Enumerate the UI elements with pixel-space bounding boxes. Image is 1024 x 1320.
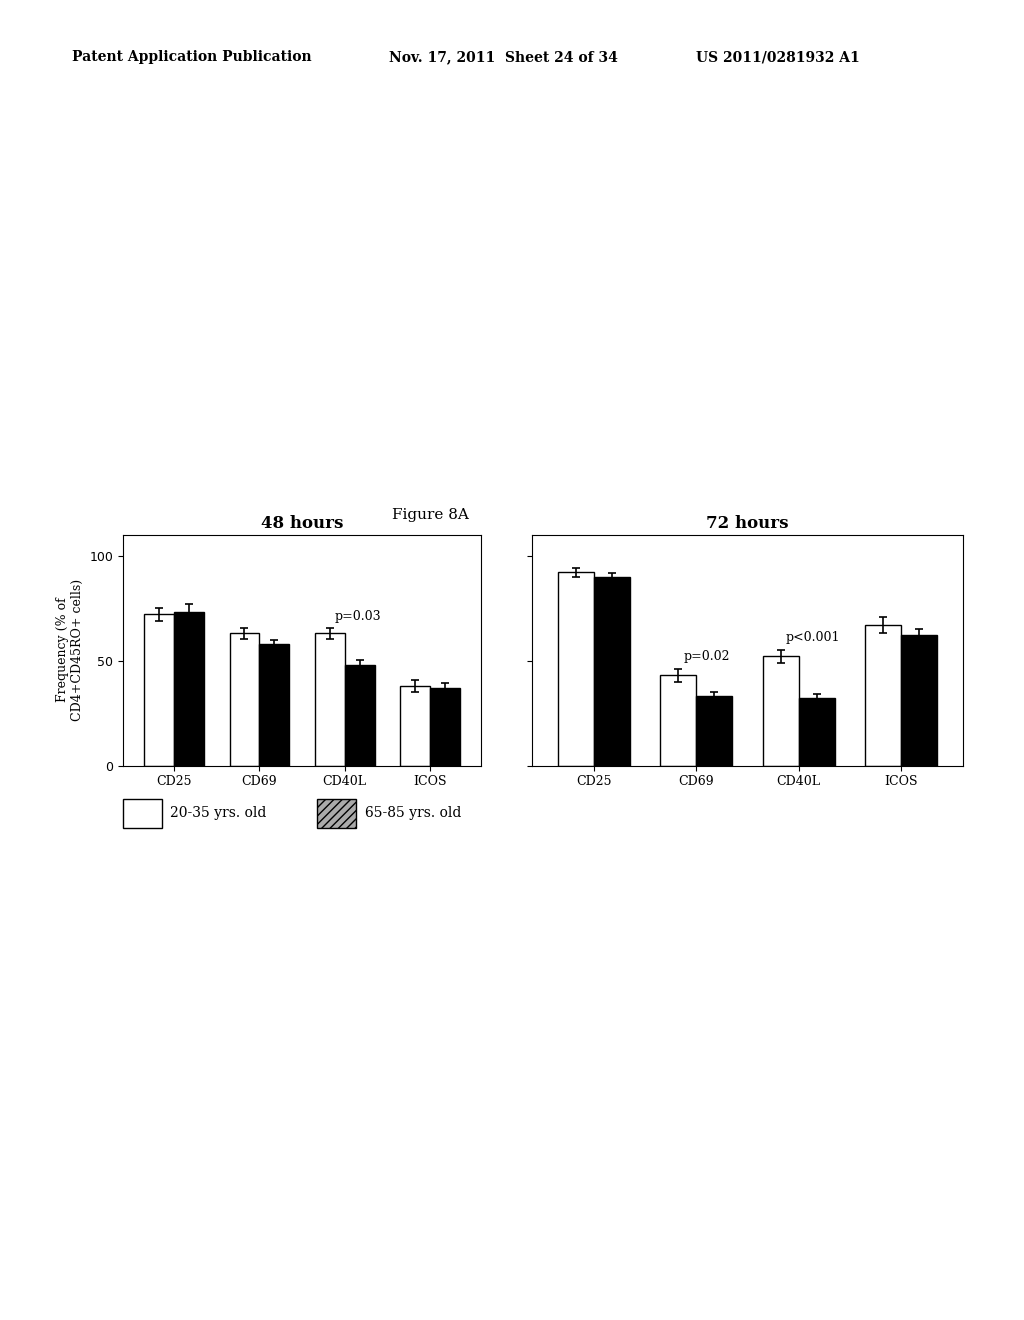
Bar bbox=[174, 612, 204, 766]
Bar bbox=[400, 686, 430, 766]
Bar bbox=[901, 635, 937, 766]
Text: Nov. 17, 2011  Sheet 24 of 34: Nov. 17, 2011 Sheet 24 of 34 bbox=[389, 50, 618, 65]
Bar bbox=[594, 577, 630, 766]
Bar bbox=[315, 634, 345, 766]
Text: p=0.03: p=0.03 bbox=[334, 610, 381, 623]
Text: Patent Application Publication: Patent Application Publication bbox=[72, 50, 311, 65]
Bar bbox=[345, 665, 375, 766]
Y-axis label: Frequency (% of
CD4+CD45RO+ cells): Frequency (% of CD4+CD45RO+ cells) bbox=[55, 579, 84, 721]
Bar bbox=[696, 697, 732, 766]
Title: 48 hours: 48 hours bbox=[261, 515, 343, 532]
Text: 65-85 yrs. old: 65-85 yrs. old bbox=[365, 807, 461, 820]
Bar bbox=[144, 614, 174, 766]
Text: p=0.02: p=0.02 bbox=[684, 649, 730, 663]
Bar bbox=[763, 656, 799, 766]
Bar bbox=[259, 644, 289, 766]
Text: Figure 8A: Figure 8A bbox=[391, 508, 469, 523]
Bar bbox=[799, 698, 835, 766]
Bar bbox=[229, 634, 259, 766]
Text: US 2011/0281932 A1: US 2011/0281932 A1 bbox=[696, 50, 860, 65]
Bar bbox=[558, 573, 594, 766]
Bar bbox=[660, 676, 696, 766]
Text: p<0.001: p<0.001 bbox=[785, 631, 841, 644]
Bar bbox=[430, 688, 460, 766]
Title: 72 hours: 72 hours bbox=[707, 515, 788, 532]
Bar bbox=[865, 624, 901, 766]
Text: 20-35 yrs. old: 20-35 yrs. old bbox=[170, 807, 266, 820]
